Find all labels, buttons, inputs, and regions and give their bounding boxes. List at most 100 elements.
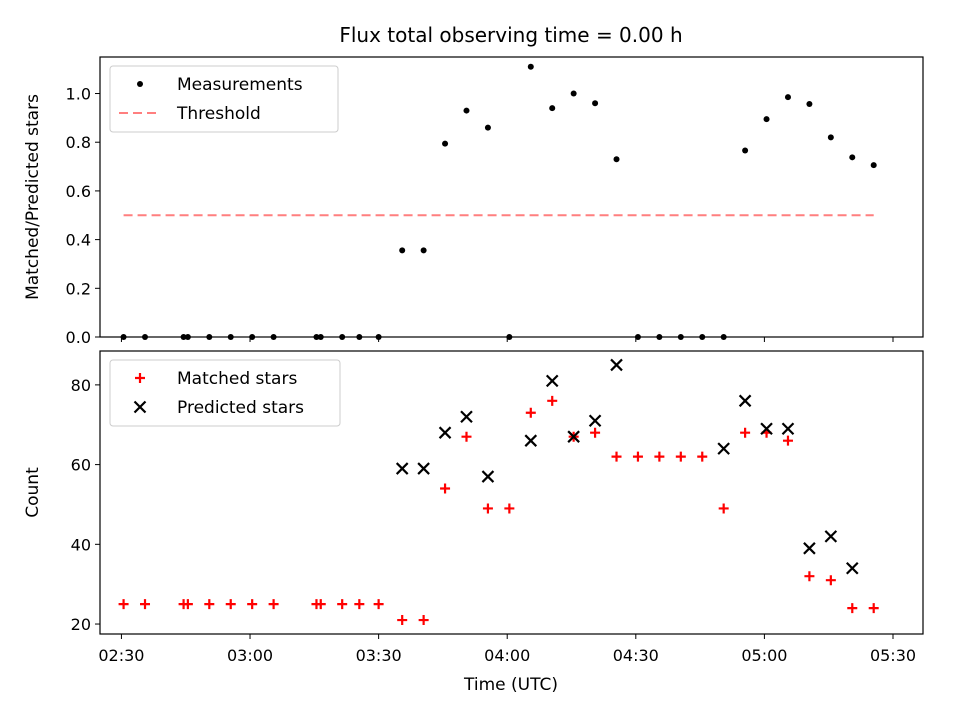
measurements-point [313,334,320,340]
chart-title: Flux total observing time = 0.00 h [339,23,682,47]
matched-stars-point [547,395,558,406]
panel-bottom: 20 40 60 80 02:30 03:00 03:30 04:00 04:30 05:00 05… [23,350,924,665]
matched-stars-point [804,571,815,582]
panel-0-y-tick-label: 0.8 [66,133,91,152]
predicted-stars-point [845,561,859,575]
legend-predicted-stars-swatch [133,400,147,414]
legend-box [109,359,341,427]
measurements-point [442,140,449,147]
x-tick-label: 03:30 [356,646,402,665]
matched-stars-point [140,599,151,610]
predicted-stars-point [567,430,580,443]
matched-stars-point [268,599,279,610]
matched-stars-point [654,451,665,462]
measurements-point [227,334,234,340]
predicted-stars-point [824,530,838,543]
matched-stars-point [611,451,622,462]
matched-stars-point [782,435,793,446]
predicted-stars-point [760,422,773,436]
panel-0-y-tick-label: 0.0 [66,328,91,347]
measurements-point [120,334,127,340]
predicted-stars-point [717,442,730,455]
matched-stars-point [847,603,858,614]
measurements-point [180,334,187,340]
matched-stars-point [482,503,493,514]
panel-1-legend: Matched stars Predicted stars [109,359,341,427]
predicted-stars-point [738,394,752,408]
matched-stars-point [337,599,348,610]
measurements-point [656,334,663,340]
measurements-point [484,124,491,131]
panel-0-y-tick-label: 0.6 [66,182,91,201]
measurements-point [720,334,727,340]
panel-0-y-tick-label: 1.0 [66,85,91,104]
measurements-point [270,334,277,340]
matched-stars-point [354,599,365,610]
x-axis-label: Time (UTC) [463,675,558,695]
matched-stars-point [182,599,193,610]
predicted-stars-point [438,426,452,439]
predicted-stars-point [460,410,473,424]
predicted-stars-point [417,462,430,475]
measurements-point [375,334,382,340]
predicted-stars-point [781,422,795,436]
matched-stars-point [675,451,686,462]
matched-stars-point [825,575,836,586]
matched-stars-point [397,615,408,626]
measurements-point [634,334,641,340]
matched-stars-point [868,603,879,614]
matched-stars-point [632,451,643,462]
x-tick-label: 03:00 [227,646,273,665]
matched-stars-point [740,427,751,438]
matched-stars-point [461,431,472,442]
measurements-point [506,334,513,340]
panel-1-y-tick-label: 80 [71,376,91,395]
x-tick-label: 02:30 [98,646,144,665]
predicted-stars-point [545,374,559,388]
predicted-stars-point [395,462,409,475]
measurements-point [763,116,770,123]
measurements-point [356,334,363,340]
matched-stars-point [718,503,729,514]
predicted-stars-point [610,358,623,372]
panel-1-y-tick-label: 20 [71,615,91,634]
measurements-point [399,247,406,254]
matched-stars-point [504,503,515,514]
measurements-point [849,154,856,161]
measurements-point [827,134,834,141]
panel-0-y-tick-label: 0.4 [66,231,91,250]
matched-stars-point [315,599,326,610]
measurements-point [527,63,534,70]
legend-measurements-swatch [137,81,143,87]
matched-stars-point [590,427,601,438]
predicted-stars-point [524,434,538,447]
panel-1-series-0 [118,395,879,626]
x-tick-label: 05:00 [741,646,787,665]
matched-stars-point [373,599,384,610]
measurements-point [570,90,577,97]
legend-threshold-label: Threshold [176,104,261,124]
matched-stars-point [525,407,536,418]
predicted-stars-point [588,414,602,428]
measurements-point [806,100,813,107]
measurements-point [142,334,149,340]
matched-stars-point [697,451,708,462]
measurements-point [549,105,556,112]
predicted-stars-point [481,470,495,483]
matched-stars-point [418,615,429,626]
legend-predicted-stars-label: Predicted stars [177,398,304,418]
panel-1-series-1 [395,358,859,575]
measurements-point [677,334,684,340]
legend-matched-stars-label: Matched stars [177,369,297,389]
measurements-point [699,334,706,340]
measurements-point [249,334,256,340]
matched-stars-point [204,599,215,610]
panel-0-legend: Measurements Threshold [109,65,339,133]
measurements-point [742,147,749,154]
panel-top: 0.0 0.2 0.4 0.6 0.8 1.0 Matched/Predicted star… [23,56,924,347]
measurements-point [184,334,191,340]
measurements-point [317,334,324,340]
panel-0-series-0 [120,63,877,340]
matched-stars-point [225,599,236,610]
